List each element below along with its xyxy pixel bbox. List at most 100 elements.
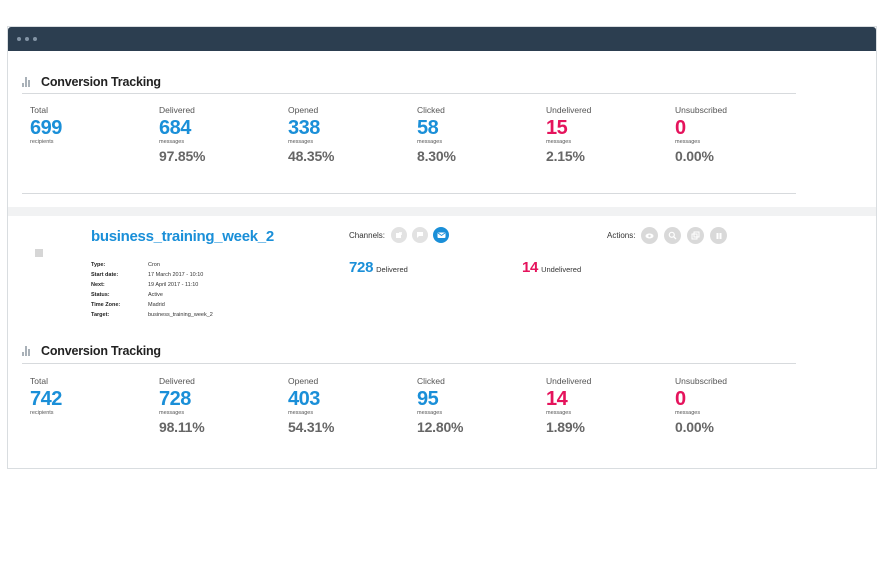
metric-opened: Opened 403 messages 54.31% bbox=[288, 376, 408, 435]
metric-value: 95 bbox=[417, 388, 439, 410]
metric-percent: 2.15% bbox=[546, 148, 585, 164]
metric-percent: 48.35% bbox=[288, 148, 335, 164]
window-dot-icon bbox=[33, 37, 37, 41]
metric-undelivered: Undelivered 14 messages 1.89% bbox=[546, 376, 666, 435]
metric-value: 14 bbox=[546, 388, 568, 410]
metric-value: 0 bbox=[675, 117, 686, 139]
push-icon[interactable] bbox=[391, 227, 408, 243]
metric-value: 742 bbox=[30, 388, 62, 410]
metric-label: Clicked bbox=[417, 376, 445, 386]
metric-percent: 98.11% bbox=[159, 419, 205, 435]
metric-value: 699 bbox=[30, 117, 62, 139]
section-separator bbox=[8, 207, 876, 216]
sms-icon[interactable] bbox=[412, 227, 429, 243]
metric-label: Opened bbox=[288, 105, 319, 115]
detail-value: Madrid bbox=[148, 302, 165, 308]
divider bbox=[22, 93, 796, 94]
metric-label: Clicked bbox=[417, 105, 445, 115]
metric-unit: messages bbox=[417, 139, 443, 145]
metric-label: Undelivered bbox=[546, 105, 592, 115]
metric-label: Delivered bbox=[159, 376, 195, 386]
duplicate-icon[interactable] bbox=[687, 227, 705, 244]
metric-unit: messages bbox=[546, 139, 572, 145]
metric-unsubscribed: Unsubscribed 0 messages 0.00% bbox=[675, 105, 795, 164]
delivered-label: Delivered bbox=[376, 265, 408, 274]
metric-value: 684 bbox=[159, 117, 191, 139]
detail-value: Cron bbox=[148, 262, 160, 268]
detail-value: business_training_week_2 bbox=[148, 312, 213, 318]
campaign-undelivered-stat: 14 Undelivered bbox=[522, 259, 581, 276]
metric-unit: messages bbox=[288, 139, 314, 145]
campaign-delivered-stat: 728 Delivered bbox=[349, 259, 408, 276]
view-icon[interactable] bbox=[641, 227, 659, 244]
detail-key: Type: bbox=[91, 262, 106, 268]
metric-percent: 54.31% bbox=[288, 419, 335, 435]
metric-value: 58 bbox=[417, 117, 439, 139]
metric-label: Delivered bbox=[159, 105, 195, 115]
detail-key: Next: bbox=[91, 282, 105, 288]
metric-unit: messages bbox=[288, 410, 314, 416]
metric-value: 728 bbox=[159, 388, 191, 410]
metric-percent: 0.00% bbox=[675, 419, 714, 435]
metric-opened: Opened 338 messages 48.35% bbox=[288, 105, 408, 164]
metric-total: Total 742 recipients bbox=[30, 376, 150, 416]
window-dot-icon bbox=[25, 37, 29, 41]
undelivered-label: Undelivered bbox=[541, 265, 582, 274]
section-title: Conversion Tracking bbox=[22, 74, 161, 90]
detail-row: Time Zone: Madrid bbox=[91, 300, 213, 310]
detail-row: Next: 19 April 2017 - 11:10 bbox=[91, 280, 213, 290]
metric-percent: 97.85% bbox=[159, 148, 206, 164]
delivered-count: 728 bbox=[349, 259, 374, 276]
detail-row: Target: business_training_week_2 bbox=[91, 310, 213, 320]
metric-percent: 8.30% bbox=[417, 148, 456, 164]
metric-label: Total bbox=[30, 105, 48, 115]
metric-clicked: Clicked 95 messages 12.80% bbox=[417, 376, 537, 435]
metric-unit: messages bbox=[159, 139, 185, 145]
campaign-details: Type: Cron Start date: 17 March 2017 - 10:… bbox=[91, 260, 213, 320]
campaign-name-link[interactable]: business_training_week_2 bbox=[91, 228, 274, 245]
metric-unit: messages bbox=[675, 410, 701, 416]
metric-unit: messages bbox=[546, 410, 572, 416]
metric-value: 0 bbox=[675, 388, 686, 410]
detail-key: Status: bbox=[91, 292, 110, 298]
metric-label: Unsubscribed bbox=[675, 376, 727, 386]
email-icon[interactable] bbox=[433, 227, 450, 243]
divider bbox=[22, 193, 796, 194]
metric-undelivered: Undelivered 15 messages 2.15% bbox=[546, 105, 666, 164]
undelivered-count: 14 bbox=[522, 259, 539, 276]
detail-row: Type: Cron bbox=[91, 260, 213, 270]
metric-unit: recipients bbox=[30, 410, 54, 416]
metric-label: Opened bbox=[288, 376, 319, 386]
metric-value: 338 bbox=[288, 117, 320, 139]
detail-key: Time Zone: bbox=[91, 302, 121, 308]
metric-unsubscribed: Unsubscribed 0 messages 0.00% bbox=[675, 376, 795, 435]
metric-delivered: Delivered 684 messages 97.85% bbox=[159, 105, 279, 164]
metric-label: Undelivered bbox=[546, 376, 592, 386]
metric-value: 403 bbox=[288, 388, 320, 410]
metric-unit: messages bbox=[417, 410, 443, 416]
bar-chart-icon bbox=[22, 346, 34, 356]
actions-label: Actions: bbox=[607, 231, 636, 240]
search-icon[interactable] bbox=[664, 227, 682, 244]
section-title: Conversion Tracking bbox=[22, 343, 161, 359]
metric-unit: messages bbox=[675, 139, 701, 145]
bar-chart-icon bbox=[22, 77, 34, 87]
channels-group: Channels: bbox=[349, 227, 454, 243]
metric-delivered: Delivered 728 messages 98.11% bbox=[159, 376, 279, 435]
detail-value: Active bbox=[148, 292, 163, 298]
pause-icon[interactable] bbox=[710, 227, 728, 244]
metric-clicked: Clicked 58 messages 8.30% bbox=[417, 105, 537, 164]
detail-row: Start date: 17 March 2017 - 10:10 bbox=[91, 270, 213, 280]
metric-unit: recipients bbox=[30, 139, 54, 145]
window-titlebar bbox=[8, 27, 876, 51]
detail-value: 17 March 2017 - 10:10 bbox=[148, 272, 204, 278]
metric-unit: messages bbox=[159, 410, 185, 416]
divider bbox=[22, 363, 796, 364]
detail-key: Start date: bbox=[91, 272, 119, 278]
campaign-checkbox[interactable] bbox=[35, 249, 43, 257]
metric-percent: 1.89% bbox=[546, 419, 585, 435]
metric-total: Total 699 recipients bbox=[30, 105, 150, 145]
detail-key: Target: bbox=[91, 312, 110, 318]
metric-percent: 12.80% bbox=[417, 419, 464, 435]
actions-group: Actions: bbox=[607, 227, 733, 244]
